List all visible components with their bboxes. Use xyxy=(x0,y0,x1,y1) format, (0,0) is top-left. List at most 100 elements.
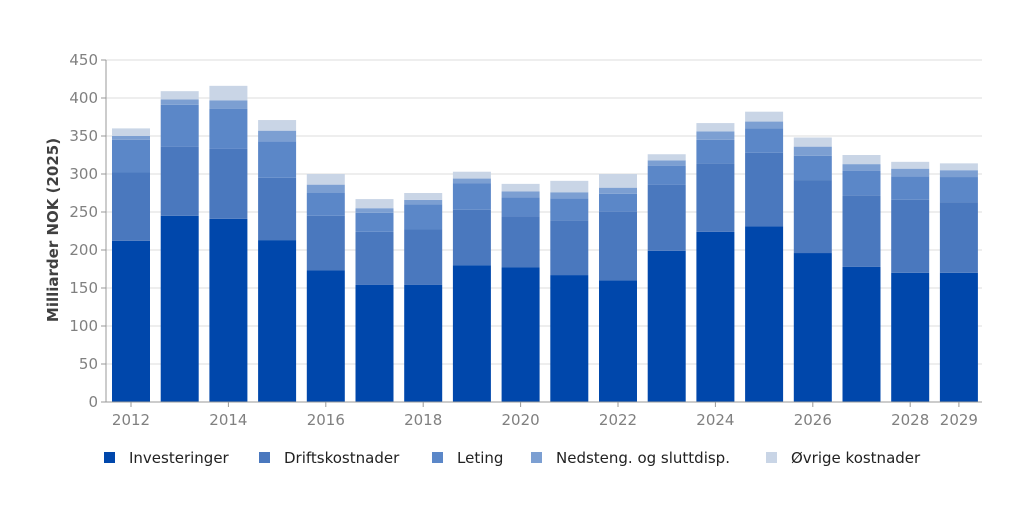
bar-segment xyxy=(793,180,832,254)
bar-segment xyxy=(842,155,881,165)
bar-segment xyxy=(160,104,199,147)
bar-segment xyxy=(939,170,978,178)
bar-segment xyxy=(745,128,784,153)
bar-segment xyxy=(939,272,978,402)
legend-swatch xyxy=(432,452,443,463)
y-tick-label: 50 xyxy=(79,355,98,373)
y-tick-label: 350 xyxy=(69,127,98,145)
bar-segment xyxy=(452,209,491,266)
bar-segment xyxy=(209,108,248,149)
y-tick-label: 250 xyxy=(69,203,98,221)
axes-layer: 0 50 100 150 200 250 300 350 400 450 2012 2014 2016 2… xyxy=(69,51,982,429)
legend-swatch xyxy=(259,452,270,463)
bar-segment xyxy=(209,85,248,101)
bar-segment xyxy=(647,154,686,161)
bar-segment xyxy=(891,199,930,273)
y-tick-label: 300 xyxy=(69,165,98,183)
legend-label: Driftskostnader xyxy=(284,449,400,467)
bar-segment xyxy=(599,280,637,402)
legend-item: Leting xyxy=(432,449,503,467)
x-tick-label: 2022 xyxy=(599,411,637,429)
bars-layer xyxy=(112,85,978,402)
bar-segment xyxy=(258,141,297,178)
bar-segment xyxy=(550,220,589,276)
legend-label: Investeringer xyxy=(129,449,230,467)
bar-segment xyxy=(112,172,150,241)
bar-segment xyxy=(793,146,832,156)
bar-segment xyxy=(745,226,784,402)
grid-layer xyxy=(106,59,982,365)
bar-segment xyxy=(939,163,978,171)
bar-segment xyxy=(891,168,930,177)
bar-segment xyxy=(793,155,832,181)
bar-segment xyxy=(939,177,978,203)
y-tick-label: 150 xyxy=(69,279,98,297)
legend-swatch xyxy=(531,452,542,463)
bar-segment xyxy=(696,131,735,140)
bar-segment xyxy=(306,215,345,271)
bar-segment xyxy=(209,148,248,219)
bar-segment xyxy=(842,266,881,402)
bar-segment xyxy=(599,187,637,194)
bar-segment xyxy=(550,180,589,193)
bar-segment xyxy=(258,120,297,131)
bar-segment xyxy=(550,275,589,402)
x-tick-label: 2029 xyxy=(940,411,978,429)
bar-segment xyxy=(355,212,394,232)
x-tick-label: 2014 xyxy=(209,411,247,429)
bar-segment xyxy=(306,270,345,402)
bar-segment xyxy=(599,174,637,188)
bar-segment xyxy=(160,91,199,100)
legend-item: Investeringer xyxy=(104,449,230,467)
legend-item: Driftskostnader xyxy=(259,449,400,467)
bar-segment xyxy=(501,216,540,268)
x-tick-label: 2020 xyxy=(502,411,540,429)
bar-segment xyxy=(891,176,930,200)
bar-segment xyxy=(209,100,248,109)
bar-segment xyxy=(452,178,491,184)
y-tick-label: 200 xyxy=(69,241,98,259)
x-tick-label: 2026 xyxy=(794,411,832,429)
bar-segment xyxy=(696,123,735,132)
legend-swatch xyxy=(104,452,115,463)
bar-segment xyxy=(112,240,150,402)
legend-item: Øvrige kostnader xyxy=(766,449,921,467)
bar-segment xyxy=(891,161,930,169)
bar-segment xyxy=(501,191,540,198)
bar-segment xyxy=(306,184,345,193)
bar-segment xyxy=(696,163,735,232)
legend-label: Leting xyxy=(457,449,503,467)
bar-segment xyxy=(647,165,686,185)
y-tick-label: 100 xyxy=(69,317,98,335)
bar-segment xyxy=(355,284,394,402)
bar-segment xyxy=(404,284,443,402)
bar-segment xyxy=(160,99,199,105)
bar-segment xyxy=(745,121,784,129)
bar-segment xyxy=(501,267,540,402)
bar-segment xyxy=(160,215,199,402)
bar-segment xyxy=(793,253,832,402)
bar-segment xyxy=(404,199,443,205)
bar-segment xyxy=(745,152,784,227)
x-tick-label: 2012 xyxy=(112,411,150,429)
bar-segment xyxy=(258,177,297,241)
bar-segment xyxy=(939,202,978,273)
x-tick-label: 2016 xyxy=(307,411,345,429)
legend-swatch xyxy=(766,452,777,463)
bar-segment xyxy=(696,139,735,164)
y-tick-label: 400 xyxy=(69,89,98,107)
bar-segment xyxy=(452,171,491,179)
y-tick-label: 450 xyxy=(69,51,98,69)
y-tick-label: 0 xyxy=(88,393,98,411)
bar-segment xyxy=(599,211,637,281)
bar-segment xyxy=(209,218,248,402)
bar-segment xyxy=(501,197,540,217)
bar-segment xyxy=(745,111,784,122)
bar-segment xyxy=(842,164,881,171)
x-tick-label: 2028 xyxy=(891,411,929,429)
bar-segment xyxy=(306,174,345,185)
bar-segment xyxy=(647,250,686,402)
bar-segment xyxy=(696,231,735,402)
